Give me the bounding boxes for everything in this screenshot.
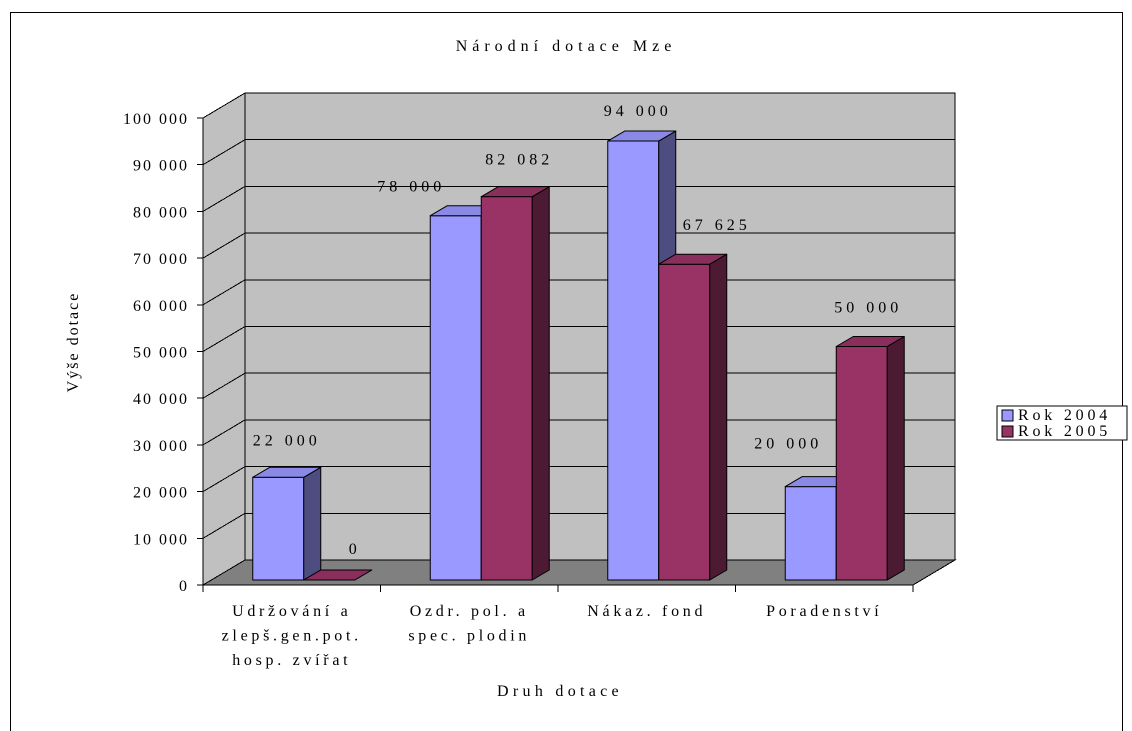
bar-front bbox=[252, 476, 305, 581]
gridline-side bbox=[202, 372, 246, 399]
x-tick-label-line: Udržování a bbox=[232, 603, 351, 620]
legend-box bbox=[996, 405, 1128, 441]
y-tick-label: 50 000 bbox=[133, 345, 189, 362]
x-tick-label: Ozdr. pol. a spec. plodin bbox=[408, 603, 530, 645]
y-tick-label: 80 000 bbox=[133, 204, 189, 221]
chart-frame bbox=[10, 12, 1123, 731]
bar bbox=[252, 466, 322, 581]
x-tick-label: Nákaz. fond bbox=[587, 603, 706, 620]
legend-swatch bbox=[1001, 425, 1014, 438]
bar-top bbox=[658, 253, 728, 265]
bars bbox=[252, 130, 905, 581]
y-tick-label: 0 bbox=[179, 578, 189, 595]
bar-front bbox=[429, 215, 482, 581]
bar-top bbox=[835, 336, 905, 347]
data-label: 94 000 bbox=[604, 103, 672, 120]
x-tick-label-line: hosp. zvířat bbox=[232, 652, 351, 669]
y-tick-label: 20 000 bbox=[133, 485, 189, 502]
x-tick-label: Udržování a zlepš.gen.pot. hosp. zvířat bbox=[222, 603, 362, 669]
legend-swatch bbox=[1001, 409, 1014, 422]
legend: Rok 2004 Rok 2005 bbox=[996, 405, 1128, 441]
chart-title: Národní dotace Mze bbox=[456, 38, 677, 55]
bar bbox=[303, 569, 373, 581]
axes: 0 10 000 20 000 30 000 40 000 50 000 60 000 70 … bbox=[123, 111, 914, 669]
x-axis-title: Druh dotace bbox=[497, 683, 623, 700]
data-label: 50 000 bbox=[834, 300, 902, 317]
x-tick-label-line: Poradenství bbox=[766, 603, 882, 620]
bar-top bbox=[303, 569, 373, 581]
x-tick-label: Poradenství bbox=[766, 603, 882, 620]
y-tick-label: 70 000 bbox=[133, 251, 189, 268]
y-tick-label: 40 000 bbox=[133, 391, 189, 408]
x-tick-label-line: Ozdr. pol. a bbox=[410, 603, 529, 620]
legend-item: Rok 2005 bbox=[1001, 423, 1111, 440]
data-label: 67 625 bbox=[683, 217, 751, 234]
gridline-side bbox=[202, 185, 246, 212]
bar-front bbox=[835, 346, 888, 581]
y-tick-label: 100 000 bbox=[123, 111, 189, 128]
gridline-side bbox=[202, 512, 246, 539]
y-tick-label: 60 000 bbox=[133, 298, 189, 315]
data-label: 22 000 bbox=[253, 432, 321, 449]
bar-front bbox=[784, 486, 837, 581]
bar-top bbox=[607, 130, 677, 142]
x-tick-label-line: Nákaz. fond bbox=[587, 603, 706, 620]
data-label: 0 bbox=[349, 541, 361, 558]
bar bbox=[480, 186, 550, 581]
bar bbox=[658, 253, 728, 581]
bar-front bbox=[480, 196, 533, 581]
legend-item: Rok 2004 bbox=[1001, 407, 1111, 424]
y-axis-title: Výše dotace bbox=[65, 292, 82, 393]
gridline-side bbox=[202, 466, 246, 493]
legend-label: Rok 2004 bbox=[1018, 407, 1111, 424]
bar-top bbox=[480, 186, 550, 198]
bar-front bbox=[658, 263, 711, 581]
bar-side bbox=[709, 253, 728, 581]
gridline-side bbox=[202, 326, 246, 352]
y-tick-label: 90 000 bbox=[133, 158, 189, 175]
data-label: 20 000 bbox=[754, 436, 822, 453]
gridline-side bbox=[202, 139, 246, 166]
bar bbox=[835, 336, 905, 581]
legend-label: Rok 2005 bbox=[1018, 423, 1111, 440]
bar-top bbox=[252, 466, 322, 478]
gridline-side bbox=[202, 279, 246, 306]
bar-front bbox=[607, 140, 660, 581]
x-tick-label-line: zlepš.gen.pot. bbox=[222, 628, 362, 645]
gridline-side bbox=[202, 92, 246, 119]
data-label: 78 000 bbox=[377, 179, 445, 196]
gridline-side bbox=[202, 419, 246, 446]
bar-side bbox=[531, 186, 550, 581]
y-tick-label: 30 000 bbox=[133, 438, 189, 455]
x-tick-label-line: spec. plodin bbox=[408, 628, 530, 645]
data-labels: 22 000 0 78 000 82 082 94 000 67 625 20 000 50 … bbox=[253, 103, 902, 558]
bar-side bbox=[886, 336, 905, 581]
y-tick-label: 10 000 bbox=[133, 531, 189, 548]
data-label: 82 082 bbox=[485, 152, 553, 169]
gridline-side bbox=[202, 232, 246, 259]
bar-side bbox=[303, 466, 322, 581]
